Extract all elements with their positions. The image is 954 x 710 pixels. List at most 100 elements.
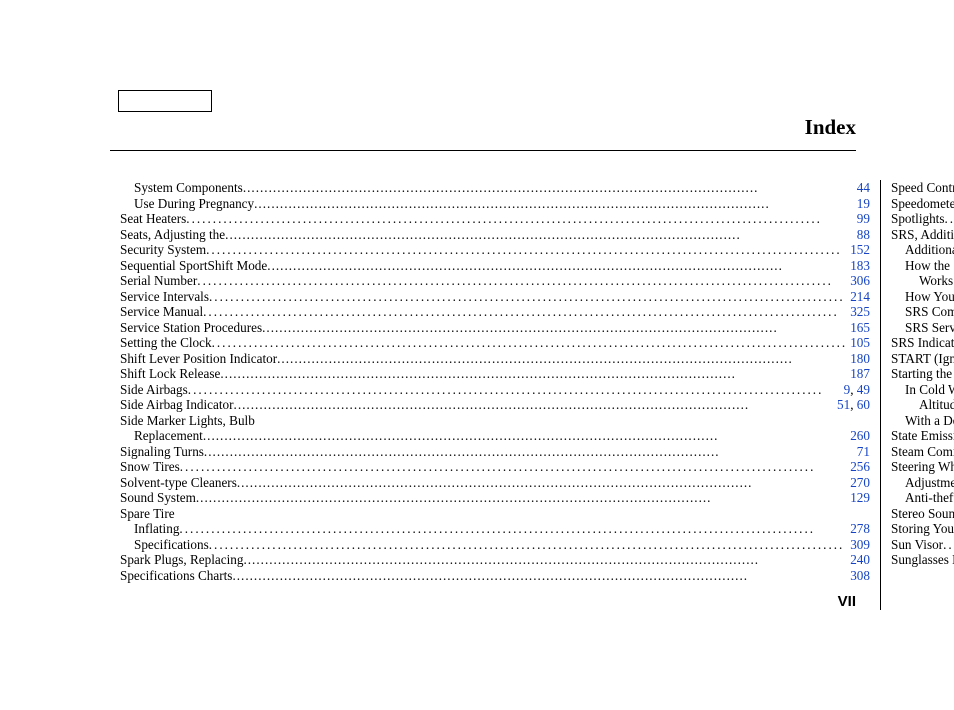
index-entry: Anti-theft Column Lock78 [891,490,954,506]
index-entry-label: Anti-theft Column Lock [905,490,954,506]
index-page-link[interactable]: 19 [857,196,870,211]
index-entry: Seat Heaters99 [120,211,870,227]
index-entry: Serial Number 306 [120,273,870,289]
index-entry: Service Intervals214 [120,289,870,305]
index-entry-pages: 270 [847,475,870,491]
index-entry: Security System 152 [120,242,870,258]
index-page-link[interactable]: 308 [850,568,870,583]
index-entry: Side Airbags9, 49 [120,382,870,398]
index-entry-pages: 71 [854,444,870,460]
index-entry-label: Serial Number [120,273,197,289]
index-entry: Shift Lever Position Indicator180 [120,351,870,367]
index-entry: SRS Components47 [891,304,954,320]
index-entry-label: Additional Safety Precautions [905,242,954,258]
index-entry: Spotlights112 [891,211,954,227]
index-entry: Snow Tires 256 [120,459,870,475]
index-entry-label: Service Station Procedures [120,320,262,336]
leader-dots [220,366,847,382]
leader-dots [277,351,847,367]
index-entry-pages: 152 [847,242,870,258]
index-entry-label: Setting the Clock [120,335,212,351]
index-entry-label: Sound System [120,490,196,506]
index-entry: Additional Safety Precautions52 [891,242,954,258]
index-entry-label: Inflating [134,521,179,537]
leader-dots [232,568,847,584]
index-page-link[interactable]: 187 [850,366,870,381]
index-entry-pages: 308 [847,568,870,584]
index-entry-label: Specifications [134,537,209,553]
leader-dots [225,227,854,243]
index-entry: SRS Indicator50, 60 [891,335,954,351]
index-entry-label: Spotlights [891,211,945,227]
index-entry-label: Side Marker Lights, Bulb [120,413,255,429]
leader-dots [196,490,847,506]
index-entry: Altitude179 [891,397,954,413]
leader-dots [179,521,847,537]
index-entry-pages: 44 [854,180,870,196]
index-entry: SRS Service52 [891,320,954,336]
index-page-link[interactable]: 256 [850,459,870,474]
index-entry-pages: 183 [847,258,870,274]
index-entry-label: With a Dead Battery [905,413,954,429]
index-entry-label: SRS Service [905,320,954,336]
leader-dots [197,273,847,289]
leader-dots [243,552,847,568]
index-entry-pages: 51, 60 [834,397,870,413]
index-entry-label: Solvent-type Cleaners [120,475,237,491]
index-entry-label: State Emissions Testing [891,428,954,444]
index-page-link[interactable]: 183 [850,258,870,273]
index-entry: Solvent-type Cleaners 270 [120,475,870,491]
index-entry-label: Steering Wheel [891,459,954,475]
index-page-link[interactable]: 152 [850,242,870,257]
index-page-link[interactable]: 306 [850,273,870,288]
index-page-link[interactable]: 325 [850,304,870,319]
leader-dots [186,211,854,227]
index-entry: SRS, Additional Information47 [891,227,954,243]
index-page-link[interactable]: 165 [850,320,870,335]
index-page-link[interactable]: 71 [857,444,870,459]
index-entry: How the SRS Indicator [891,258,954,274]
leader-dots [203,428,847,444]
index-page-link[interactable]: 51 [837,397,850,412]
index-page: Index System Components44Use During Preg… [0,0,954,710]
index-entry: Spare Tire [120,506,870,522]
index-entry: How Your Airbags Work47 [891,289,954,305]
index-page-link[interactable]: 129 [850,490,870,505]
index-page-link[interactable]: 260 [850,428,870,443]
index-entry-label: Side Airbag Indicator [120,397,234,413]
index-page-link[interactable]: 44 [857,180,870,195]
index-entry-label: Use During Pregnancy [134,196,254,212]
index-page-link[interactable]: 99 [857,211,870,226]
index-entry: Use During Pregnancy 19 [120,196,870,212]
index-entry-label: Spark Plugs, Replacing [120,552,243,568]
index-entry-label: Snow Tires [120,459,180,475]
index-entry: Speedometer64 [891,196,954,212]
index-entry-label: Specifications Charts [120,568,232,584]
index-page-link[interactable]: 214 [850,289,870,304]
index-entry: System Components44 [120,180,870,196]
index-page-link[interactable]: 105 [850,335,870,350]
leader-dots [188,382,841,398]
index-entry: With a Dead Battery286 [891,413,954,429]
index-page-link[interactable]: 278 [850,521,870,536]
index-entry: Replacement 260 [120,428,870,444]
index-entry-label: Sequential SportShift Mode [120,258,267,274]
index-entry-pages: 214 [847,289,870,305]
index-page-link[interactable]: 270 [850,475,870,490]
index-page-link[interactable]: 49 [857,382,870,397]
index-entry-label: Steam Coming from Engine [891,444,954,460]
index-entry: In Cold Weather at High [891,382,954,398]
index-page-link[interactable]: 180 [850,351,870,366]
index-page-link[interactable]: 88 [857,227,870,242]
index-page-link[interactable]: 240 [850,552,870,567]
index-entry-label: Service Manual [120,304,203,320]
index-page-link[interactable]: 309 [850,537,870,552]
index-entry: Speed Control153 [891,180,954,196]
index-entry: Sequential SportShift Mode 183 [120,258,870,274]
index-page-link[interactable]: 60 [857,397,870,412]
index-entry-label: Replacement [134,428,203,444]
index-entry-label: Spare Tire [120,506,175,522]
index-entry: Steam Coming from Engine289 [891,444,954,460]
index-entry: Inflating 278 [120,521,870,537]
index-entry-label: Security System [120,242,206,258]
